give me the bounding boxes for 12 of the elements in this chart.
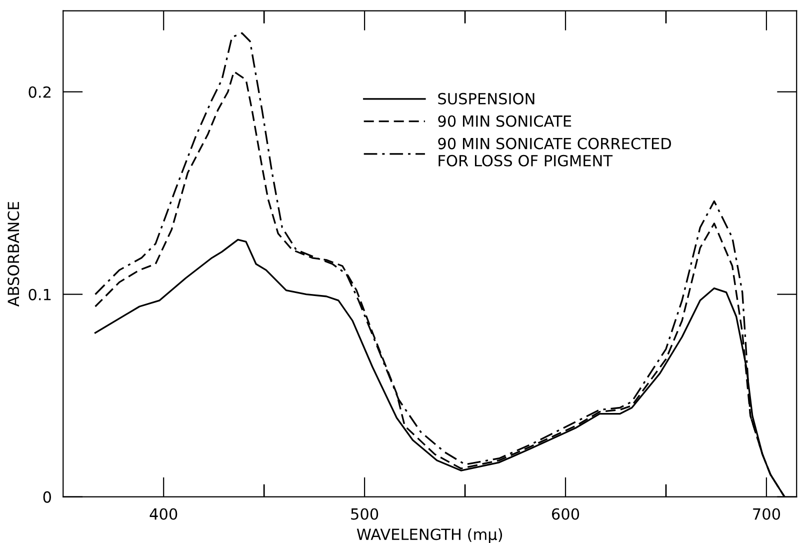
x-tick-label: 600 [552,508,580,520]
y-tick-label: 0 [43,491,51,503]
x-tick-label: 500 [351,508,378,520]
x-tick-label: 700 [753,508,780,520]
y-tick-label: 0.2 [28,86,50,98]
legend-label: 90 MIN SONICATE [438,115,572,127]
legend-label: 90 MIN SONICATE CORRECTED FOR LOSS OF PIGMENT [438,138,671,166]
x-axis-title: WAVELENGTH (mμ) [356,528,502,543]
y-axis-title: ABSORBANCE [8,202,20,307]
y-tick-label: 0.1 [28,288,51,300]
legend-label: SUSPENSION [438,92,534,104]
x-tick-label: 400 [150,508,178,520]
